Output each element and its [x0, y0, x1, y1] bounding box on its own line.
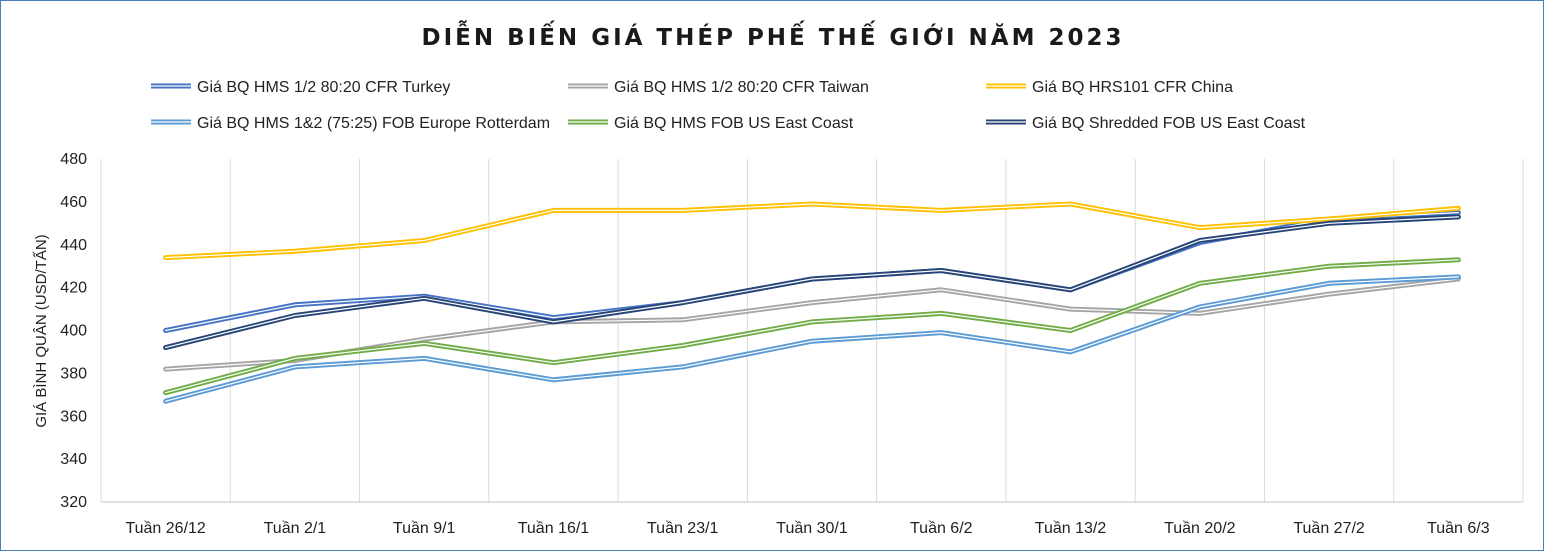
series-layer	[163, 201, 1461, 404]
y-tick-label: 440	[60, 237, 87, 254]
x-tick-label: Tuần 20/2	[1164, 520, 1236, 537]
x-tick-label: Tuần 6/2	[910, 520, 973, 537]
y-tick-label: 320	[60, 494, 87, 511]
y-tick-label: 460	[60, 194, 87, 211]
series-line-inner	[165, 203, 1459, 259]
x-tick-label: Tuần 23/1	[647, 520, 719, 537]
series-line-inner	[165, 216, 1459, 349]
x-tick-label: Tuần 26/12	[125, 520, 205, 537]
legend-label: Giá BQ HMS 1/2 80:20 CFR Taiwan	[614, 79, 869, 96]
legend-label: Giá BQ HMS 1&2 (75:25) FOB Europe Rotter…	[197, 115, 550, 132]
legend-label: Giá BQ HMS FOB US East Coast	[614, 115, 854, 132]
legend-item: Giá BQ HMS 1/2 80:20 CFR Turkey	[151, 79, 450, 96]
series-line-inner	[165, 259, 1459, 394]
y-axis-label: GIÁ BÌNH QUÂN (USD/TẤN)	[33, 234, 50, 427]
y-tick-label: 400	[60, 323, 87, 340]
x-tick-label: Tuần 9/1	[393, 520, 456, 537]
legend-item: Giá BQ HMS 1/2 80:20 CFR Taiwan	[568, 79, 869, 96]
legend-label: Giá BQ Shredded FOB US East Coast	[1032, 115, 1306, 132]
y-tick-label: 360	[60, 408, 87, 425]
x-tick-label: Tuần 13/2	[1035, 520, 1107, 537]
legend-label: Giá BQ HMS 1/2 80:20 CFR Turkey	[197, 79, 450, 96]
x-tick-label: Tuần 30/1	[776, 520, 848, 537]
y-tick-label: 380	[60, 365, 87, 382]
legend-item: Giá BQ HRS101 CFR China	[986, 79, 1233, 96]
legend-item: Giá BQ Shredded FOB US East Coast	[986, 115, 1306, 132]
legend-item: Giá BQ HMS 1&2 (75:25) FOB Europe Rotter…	[151, 115, 550, 132]
legend-label: Giá BQ HRS101 CFR China	[1032, 79, 1233, 96]
series-6	[163, 214, 1461, 351]
chart-title: DIỄN BIẾN GIÁ THÉP PHẾ THẾ GIỚI NĂM 2023	[422, 20, 1125, 51]
y-tick-label: 480	[60, 151, 87, 168]
series-5	[163, 257, 1461, 396]
x-tick-label: Tuần 6/3	[1427, 520, 1490, 537]
series-line-inner	[165, 276, 1459, 402]
legend-item: Giá BQ HMS FOB US East Coast	[568, 115, 854, 132]
y-tick-label: 340	[60, 451, 87, 468]
grid-layer	[100, 159, 1524, 502]
series-3	[163, 201, 1461, 261]
axes-layer: 320 340 360 380 400 420 440 460 480 Tuần 26/12 Tuầ…	[60, 151, 1523, 537]
legend: Giá BQ HMS 1/2 80:20 CFR Turkey Giá BQ HM…	[151, 79, 1306, 132]
y-tick-label: 420	[60, 280, 87, 297]
x-tick-label: Tuần 2/1	[264, 520, 327, 537]
series-4	[163, 274, 1461, 404]
x-tick-label: Tuần 16/1	[518, 520, 590, 537]
x-tick-label: Tuần 27/2	[1293, 520, 1365, 537]
